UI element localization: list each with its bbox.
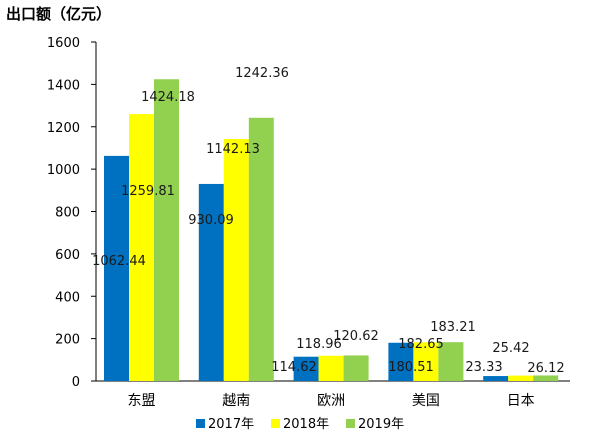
bar-1-美国 — [388, 342, 414, 381]
category-label: 日本 — [507, 393, 535, 409]
category-label: 东盟 — [128, 393, 156, 409]
category-labels: 东盟 越南 欧洲 美国 日本 — [128, 393, 535, 409]
y-axis-ticks: 0 200 400 600 800 1000 1200 1400 1600 — [47, 36, 96, 390]
bar-2-日本 — [508, 375, 534, 381]
bar-3-美国 — [438, 342, 464, 381]
category-label: 欧洲 — [317, 393, 345, 409]
bar-3-越南 — [248, 117, 274, 382]
legend-label: 2019年 — [358, 417, 404, 432]
bar-2-东盟 — [129, 114, 154, 381]
y-tick-label: 200 — [55, 333, 80, 348]
y-tick-label: 0 — [72, 375, 80, 390]
bar-3-东盟 — [154, 79, 179, 381]
data-label: 114.62 — [271, 360, 317, 375]
data-label: 1062.44 — [92, 254, 146, 269]
data-label: 1142.13 — [206, 142, 260, 157]
y-tick-label: 1600 — [47, 36, 80, 51]
data-label: 1424.18 — [141, 90, 195, 105]
data-label: 26.12 — [527, 361, 564, 376]
data-label: 120.62 — [333, 329, 379, 344]
data-label: 183.21 — [430, 320, 476, 335]
bar-2-美国 — [413, 342, 439, 381]
y-tick-label: 1000 — [47, 163, 80, 178]
bar-3-欧洲 — [343, 355, 369, 381]
y-tick-label: 800 — [55, 206, 80, 221]
legend-swatch — [271, 419, 280, 428]
data-label: 118.96 — [296, 337, 342, 352]
bar-1-日本 — [483, 376, 509, 381]
data-label: 182.65 — [398, 337, 444, 352]
y-tick-label: 600 — [55, 248, 80, 263]
data-label: 23.33 — [465, 360, 502, 375]
y-tick-label: 400 — [55, 290, 80, 305]
bar-series — [104, 79, 559, 382]
bar-2-越南 — [223, 139, 249, 381]
y-tick-label: 1400 — [47, 78, 80, 93]
chart-title: 出口额（亿元） — [6, 5, 111, 23]
data-label: 1259.81 — [121, 184, 175, 199]
legend-swatch — [346, 419, 355, 428]
data-label: 930.09 — [188, 213, 234, 228]
bar-1-东盟 — [104, 155, 129, 381]
legend-label: 2017年 — [208, 417, 254, 432]
data-labels: 1062.44 930.09 114.62 180.51 23.33 1259.81 114… — [92, 66, 564, 376]
bar-2-欧洲 — [318, 355, 344, 381]
y-tick-label: 1200 — [47, 121, 80, 136]
legend-label: 2018年 — [283, 417, 329, 432]
bar-1-欧洲 — [293, 356, 319, 381]
legend-swatch — [196, 419, 205, 428]
category-label: 越南 — [222, 393, 250, 409]
data-label: 25.42 — [492, 341, 529, 356]
bar-3-日本 — [533, 375, 559, 381]
data-label: 180.51 — [388, 360, 434, 375]
bar-1-越南 — [198, 183, 224, 381]
data-label: 1242.36 — [235, 66, 289, 81]
category-label: 美国 — [412, 393, 440, 409]
legend: 2017年 2018年 2019年 — [196, 417, 404, 432]
